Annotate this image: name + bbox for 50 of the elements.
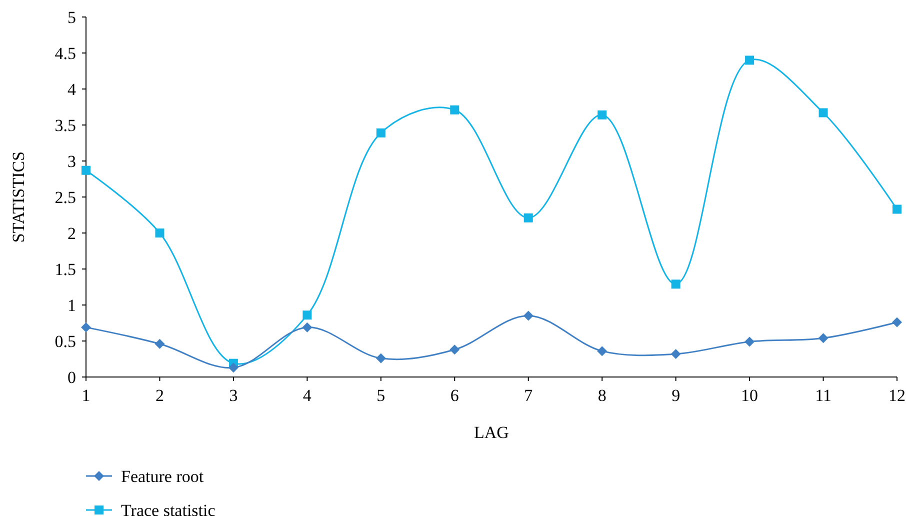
point <box>671 280 680 289</box>
point <box>82 166 90 175</box>
point <box>376 128 386 138</box>
y-tick-label: 0 <box>68 368 76 387</box>
x-tick-label: 8 <box>598 386 606 405</box>
y-tick-label: 4.5 <box>54 44 76 63</box>
y-tick-label: 4 <box>68 80 76 99</box>
y-tick-label: 0.5 <box>54 332 76 351</box>
point <box>818 108 828 118</box>
point <box>670 348 681 359</box>
y-tick-label: 2 <box>68 224 76 243</box>
point <box>818 333 828 344</box>
point <box>524 213 533 222</box>
point <box>892 317 902 328</box>
point <box>744 336 755 347</box>
x-tick-label: 12 <box>888 386 906 405</box>
point <box>154 338 165 349</box>
y-tick-label: 3 <box>68 152 76 171</box>
legend-label: Feature root <box>121 466 204 486</box>
point <box>892 204 902 214</box>
point <box>228 362 238 373</box>
point <box>450 105 460 114</box>
y-tick-label: 2.5 <box>54 188 76 207</box>
x-tick-label: 7 <box>524 386 534 405</box>
x-tick-label: 1 <box>82 386 90 405</box>
point <box>155 228 164 238</box>
x-tick-label: 5 <box>376 386 386 405</box>
point <box>81 322 91 332</box>
point <box>450 344 460 355</box>
point <box>302 322 312 332</box>
y-tick-label: 1 <box>68 296 76 315</box>
point <box>376 353 386 364</box>
point <box>523 310 534 321</box>
x-tick-label: 9 <box>672 386 680 405</box>
x-tick-label: 3 <box>229 386 238 405</box>
y-tick-label: 5 <box>68 8 76 27</box>
point <box>597 346 608 356</box>
y-axis-title: STATISTICS <box>9 151 28 243</box>
legend-label: Trace statistic <box>121 500 216 520</box>
x-tick-label: 6 <box>450 386 459 405</box>
y-tick-label: 1.5 <box>54 260 76 279</box>
x-tick-label: 2 <box>155 386 164 405</box>
x-tick-label: 10 <box>741 386 758 405</box>
y-tick-label: 3.5 <box>54 116 76 135</box>
x-tick-label: 11 <box>815 386 832 405</box>
x-axis-title: LAG <box>474 423 509 442</box>
point <box>598 110 607 120</box>
point <box>745 56 754 65</box>
x-tick-label: 4 <box>302 386 312 405</box>
point <box>302 310 312 320</box>
